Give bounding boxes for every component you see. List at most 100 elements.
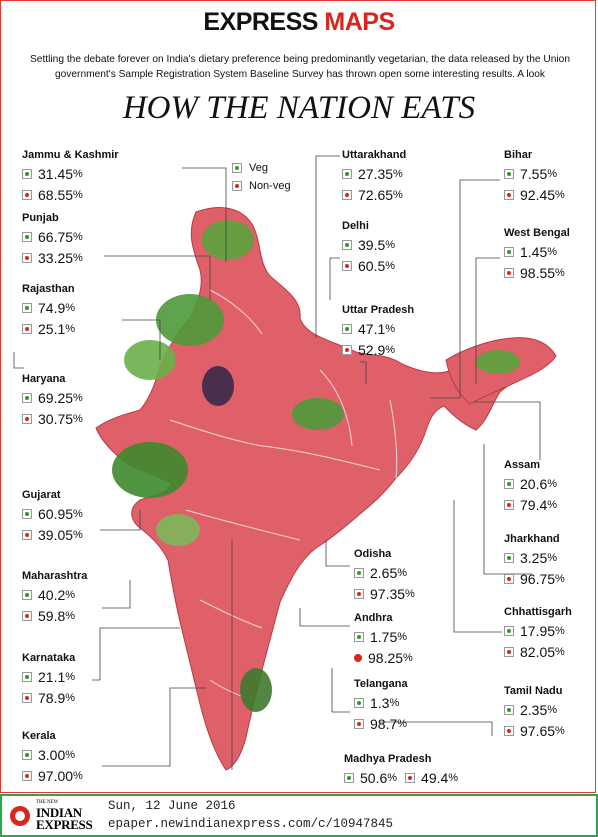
veg-indicator-icon [22, 168, 32, 179]
state-bihar: Bihar 7.55% 92.45% [504, 149, 565, 203]
logo-small-text: THE NEW [36, 800, 59, 805]
veg-indicator-icon [22, 589, 32, 600]
logo-emblem-icon [10, 806, 30, 826]
nonveg-value: 59.8 [38, 607, 66, 624]
nonveg-value: 72.65 [358, 186, 394, 203]
state-jammu-kashmir: Jammu & Kashmir 31.45% 68.55% [22, 149, 119, 203]
veg-value: 3.00 [38, 746, 66, 763]
nonveg-indicator-icon [405, 772, 416, 783]
nonveg-value: 78.9 [38, 689, 66, 706]
nonveg-indicator-icon [22, 413, 32, 424]
india-map-shape [95, 207, 545, 771]
state-uttar-pradesh: Uttar Pradesh 47.1% 52.9% [342, 304, 415, 358]
veg-indicator-icon [22, 508, 32, 519]
veg-value: 27.35 [358, 165, 394, 182]
legend-nonveg-label: Non-veg [249, 180, 291, 192]
state-name: Gujarat [22, 489, 61, 501]
newspaper-logo: THE NEW INDIAN EXPRESS [10, 800, 102, 833]
state-name: Karnataka [22, 652, 76, 664]
nonveg-value: 98.7 [370, 715, 398, 732]
veg-value: 20.6 [520, 475, 548, 492]
state-borders [169, 289, 398, 701]
veg-indicator-icon [344, 772, 354, 783]
state-kerala: Kerala 3.00% 97.00% [22, 730, 83, 784]
nonveg-indicator-icon [22, 692, 32, 703]
nonveg-indicator-icon [342, 260, 352, 271]
state-name: Uttarakhand [342, 149, 407, 161]
logo-line1: INDIAN [36, 805, 82, 820]
nonveg-value: 98.55 [520, 264, 556, 281]
state-name: Haryana [22, 373, 66, 385]
veg-indicator-icon [504, 552, 514, 563]
state-name: Assam [504, 459, 541, 471]
nonveg-value: 96.75 [520, 570, 556, 587]
state-name: Jharkhand [504, 533, 560, 545]
nonveg-indicator-icon [504, 189, 514, 200]
state-name: Jammu & Kashmir [22, 149, 119, 161]
nonveg-indicator-icon [504, 725, 514, 736]
veg-indicator-icon [504, 625, 514, 636]
veg-value: 2.35 [520, 701, 548, 718]
veg-value: 1.45 [520, 243, 548, 260]
state-name: Madhya Pradesh [344, 753, 432, 765]
state-punjab: Punjab 66.75% 33.25% [22, 212, 83, 266]
state-name: Odisha [354, 548, 392, 560]
veg-indicator-icon [504, 704, 514, 715]
veg-value: 50.6 [360, 769, 388, 786]
veg-value: 17.95 [520, 622, 556, 639]
nonveg-value: 97.65 [520, 722, 556, 739]
veg-indicator-icon [22, 302, 32, 313]
nonveg-indicator-icon [342, 189, 352, 200]
state-andhra: Andhra 1.75% 98.25% [354, 612, 413, 666]
nonveg-value: 92.45 [520, 186, 556, 203]
veg-value: 1.3 [370, 694, 390, 711]
edition-date: Sun, 12 June 2016 [108, 799, 236, 813]
state-name: Punjab [22, 212, 59, 224]
state-name: Bihar [504, 149, 533, 161]
veg-indicator-icon [22, 749, 32, 760]
nonveg-value: 97.00 [38, 767, 74, 784]
nonveg-value: 60.5 [358, 257, 386, 274]
brand-title: EXPRESS MAPS [203, 8, 395, 36]
veg-indicator-icon [504, 246, 514, 257]
nonveg-indicator-icon [504, 499, 514, 510]
state-name: Kerala [22, 730, 56, 742]
state-gujarat: Gujarat 60.95% 39.05% [22, 489, 83, 543]
veg-indicator-icon [354, 567, 364, 578]
veg-value: 66.75 [38, 228, 74, 245]
nonveg-value: 33.25 [38, 249, 74, 266]
state-madhya-pradesh: Madhya Pradesh 50.6% 49.4% [344, 752, 466, 788]
state-name: Telangana [354, 678, 408, 690]
legend-veg-label: Veg [249, 162, 268, 174]
nonveg-value: 25.1 [38, 320, 66, 337]
nonveg-value: 82.05 [520, 643, 556, 660]
nonveg-indicator-icon [22, 529, 32, 540]
nonveg-indicator-icon [504, 267, 514, 278]
leader-lines [13, 155, 541, 770]
veg-value: 74.9 [38, 299, 66, 316]
nonveg-indicator-icon [354, 653, 362, 662]
state-jharkhand: Jharkhand 3.25% 96.75% [504, 533, 565, 587]
nonveg-value: 98.25 [368, 649, 404, 666]
epaper-footer: THE NEW INDIAN EXPRESS Sun, 12 June 2016… [0, 794, 598, 837]
state-name: Maharashtra [22, 570, 88, 582]
veg-indicator-icon [232, 163, 242, 173]
state-name: Tamil Nadu [504, 685, 563, 697]
epaper-link[interactable]: epaper.newindianexpress.com/c/10947845 [108, 817, 394, 831]
nonveg-value: 52.9 [358, 341, 386, 358]
veg-indicator-icon [22, 392, 32, 403]
nonveg-indicator-icon [342, 344, 352, 355]
nonveg-indicator-icon [354, 718, 364, 729]
state-delhi: Delhi 39.5% 60.5% [342, 220, 396, 274]
nonveg-indicator-icon [504, 573, 514, 584]
state-karnataka: Karnataka 21.1% 78.9% [22, 652, 76, 706]
veg-value: 3.25 [520, 549, 548, 566]
page-frame [0, 0, 596, 793]
state-name: Delhi [342, 220, 369, 232]
nonveg-indicator-icon [22, 610, 32, 621]
state-west-bengal: West Bengal 1.45% 98.55% [504, 227, 570, 281]
nonveg-indicator-icon [22, 323, 32, 334]
veg-value: 47.1 [358, 320, 386, 337]
veg-indicator-icon [504, 478, 514, 489]
